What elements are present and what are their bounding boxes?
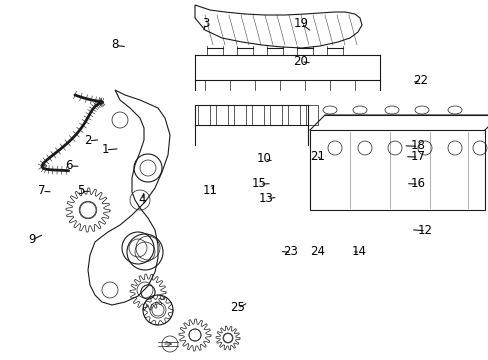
Text: 1: 1 [101,143,109,156]
Ellipse shape [447,106,461,114]
Text: 12: 12 [417,224,432,237]
Bar [309,130,484,210]
Text: 3: 3 [201,17,209,30]
Text: 6: 6 [64,159,72,172]
Polygon shape [88,90,170,305]
Bar [251,105,264,125]
Text: 11: 11 [203,184,217,197]
Ellipse shape [414,106,428,114]
Text: 16: 16 [410,177,425,190]
Bar [198,105,209,125]
Text: 15: 15 [251,177,266,190]
Text: 21: 21 [310,150,325,163]
Text: 18: 18 [410,139,425,152]
Text: 22: 22 [412,75,427,87]
Text: 7: 7 [38,184,45,197]
Text: 2: 2 [84,134,92,147]
Text: 19: 19 [293,17,307,30]
Ellipse shape [323,106,336,114]
Text: 17: 17 [410,150,425,163]
Bar [216,105,227,125]
Text: 5: 5 [77,184,84,197]
Text: 20: 20 [293,55,307,68]
Text: 13: 13 [259,192,273,204]
Bar [234,105,245,125]
Ellipse shape [352,106,366,114]
Text: 9: 9 [28,233,36,246]
Ellipse shape [384,106,398,114]
Polygon shape [195,5,361,48]
Text: 14: 14 [351,246,366,258]
Bar [269,105,282,125]
Text: 25: 25 [229,301,244,314]
Text: 4: 4 [138,193,145,206]
Text: 8: 8 [111,39,119,51]
Text: 24: 24 [310,246,325,258]
Text: 10: 10 [256,152,271,165]
Text: 23: 23 [283,246,298,258]
Bar [287,105,299,125]
Bar [305,105,317,125]
